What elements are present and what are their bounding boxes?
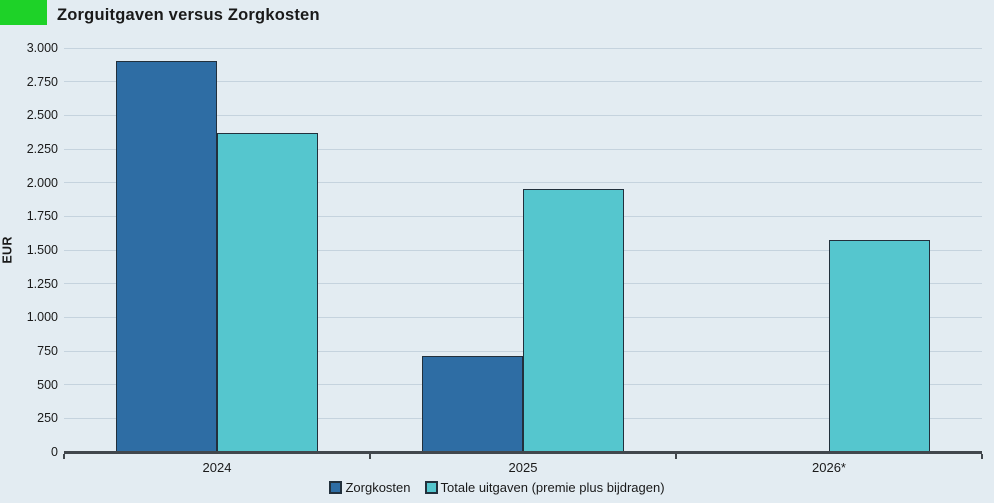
x-axis-line — [64, 451, 982, 454]
bar-totale-2025 — [523, 189, 624, 452]
gridline — [64, 81, 982, 83]
y-tick-label: 2.750 — [26, 74, 58, 89]
y-tick-label: 2.250 — [26, 142, 58, 156]
x-axis-tick — [63, 453, 65, 459]
legend-marker-totale — [424, 481, 438, 494]
legend-item: Totale uitgaven (premie plus bijdragen) — [424, 480, 665, 495]
gridline — [64, 114, 982, 116]
bar-totale-2024 — [217, 132, 318, 452]
y-tick-label: 1.250 — [26, 276, 58, 291]
x-axis-tick — [675, 453, 677, 459]
y-tick-label: 500 — [37, 377, 58, 392]
legend: Zorgkosten Totale uitgaven (premie plus b… — [0, 480, 994, 495]
y-tick-label: 1.750 — [26, 209, 58, 224]
gridline — [64, 182, 982, 184]
legend-marker-zorgkosten — [329, 481, 343, 494]
bar-zorgkosten-2025 — [422, 356, 523, 452]
y-tick-label: 750 — [37, 344, 58, 358]
y-tick-label: 0 — [51, 445, 58, 459]
bar-zorgkosten-2024 — [116, 61, 217, 452]
x-axis-tick — [369, 453, 371, 459]
x-axis-tick — [981, 453, 983, 459]
legend-label: Totale uitgaven (premie plus bijdragen) — [440, 480, 665, 495]
x-tick-label-2026: 2026* — [812, 460, 846, 475]
logo-green-block — [0, 0, 47, 25]
y-tick-label: 3.000 — [26, 41, 58, 55]
legend-label: Zorgkosten — [345, 480, 411, 495]
gridline — [64, 148, 982, 150]
y-tick-label: 2.500 — [26, 108, 58, 123]
legend-item: Zorgkosten — [329, 480, 411, 495]
gridline — [64, 47, 982, 49]
y-tick-label: 2.000 — [26, 175, 58, 190]
x-tick-label-2024: 2024 — [202, 460, 232, 475]
y-tick-label: 250 — [37, 411, 58, 426]
bar-totale-2026 — [829, 239, 930, 452]
y-tick-label: 1.500 — [26, 243, 58, 257]
y-tick-label: 1.000 — [26, 310, 58, 325]
chart-title: Zorguitgaven versus Zorgkosten — [57, 6, 320, 24]
x-tick-label-2025: 2025 — [508, 460, 538, 475]
